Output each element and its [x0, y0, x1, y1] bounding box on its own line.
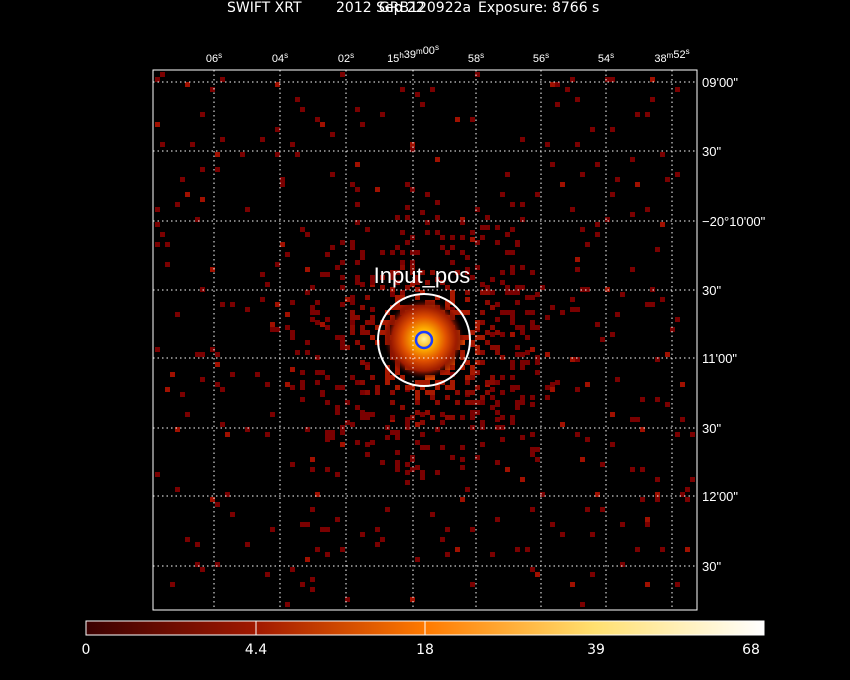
ra-axis-labels: 06s 04s 02s 15h39m00s 58s 56s 54s 38m52s: [206, 43, 690, 65]
dec-tick-label: −20°10'00": [702, 214, 766, 229]
dec-tick-label: 11'00": [702, 351, 737, 366]
source-glow: [384, 299, 464, 379]
dec-tick-label: 30": [702, 421, 721, 436]
ra-tick-label: 02s: [338, 51, 354, 65]
exposure-label: Exposure: 8766 s: [478, 0, 600, 16]
dec-tick-label: 12'00": [702, 489, 738, 504]
ra-tick-label: 38m52s: [654, 47, 689, 65]
ra-tick-label: 06s: [206, 51, 222, 65]
colorbar-tick-2: 18: [416, 642, 434, 658]
region-outer-circle: [377, 293, 471, 387]
dec-tick-label: 09'00": [702, 75, 738, 90]
colorbar-tick-4: 68: [742, 642, 760, 658]
ra-tick-label: 04s: [272, 51, 288, 65]
dec-tick-label: 30": [702, 144, 721, 159]
ra-tick-label: 56s: [533, 51, 549, 65]
instrument-label: SWIFT XRT: [227, 0, 302, 16]
region-inner-circle: [414, 330, 434, 350]
grb-title: GRB120922a: [378, 0, 472, 16]
dec-axis-labels: 09'00" 30" −20°10'00" 30" 11'00" 30" 12'00" 30": [702, 75, 766, 574]
source-label: Input_pos: [374, 263, 471, 288]
ra-tick-label: 58s: [468, 51, 484, 65]
ra-tick-label: 15h39m00s: [387, 43, 439, 65]
coordinate-grid: [153, 70, 697, 610]
colorbar-tick-3: 39: [587, 642, 605, 658]
dec-tick-label: 30": [702, 283, 721, 298]
dec-tick-label: 30": [702, 559, 721, 574]
ra-tick-label: 54s: [598, 51, 614, 65]
date-label: 2012 Sep 22: [336, 0, 425, 16]
image-frame: [152, 69, 698, 611]
colorbar-tick-1: 4.4: [244, 642, 268, 658]
colorbar-tick-0: 0: [81, 642, 91, 658]
